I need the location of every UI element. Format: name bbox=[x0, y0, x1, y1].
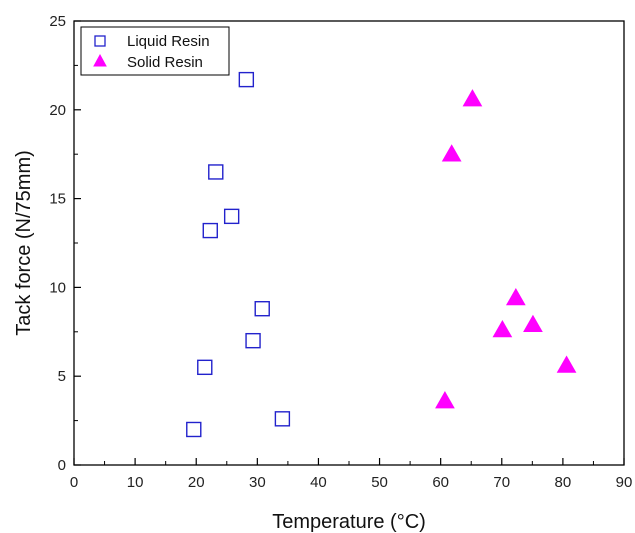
plot-frame bbox=[73, 20, 625, 466]
x-tick-label: 90 bbox=[616, 474, 633, 491]
point-liquid-resin bbox=[202, 222, 218, 239]
point-liquid-resin bbox=[223, 208, 240, 225]
y-tick-label: 0 bbox=[58, 457, 66, 474]
point-solid-resin bbox=[435, 391, 455, 409]
legend-label-liquid-resin: Liquid Resin bbox=[127, 33, 210, 50]
point-solid-resin bbox=[462, 89, 483, 107]
point-solid-resin bbox=[441, 144, 462, 162]
x-tick-label: 20 bbox=[188, 474, 205, 491]
y-tick-label: 10 bbox=[49, 279, 66, 296]
y-axis-ticks: 0 5 10 15 20 25 bbox=[49, 13, 81, 474]
y-axis-title: Tack force (N/75mm) bbox=[13, 150, 35, 336]
point-solid-resin bbox=[556, 355, 577, 373]
point-solid-resin bbox=[505, 288, 526, 306]
point-liquid-resin bbox=[208, 164, 224, 180]
x-tick-label: 80 bbox=[555, 474, 572, 491]
y-tick-label: 20 bbox=[49, 102, 66, 119]
y-tick-label: 5 bbox=[58, 368, 66, 385]
x-tick-label: 30 bbox=[249, 474, 266, 491]
point-liquid-resin bbox=[186, 421, 202, 438]
x-tick-label: 0 bbox=[70, 474, 78, 491]
point-liquid-resin bbox=[197, 359, 213, 376]
x-tick-label: 10 bbox=[127, 474, 144, 491]
x-tick-label: 70 bbox=[493, 474, 510, 491]
point-solid-resin bbox=[523, 314, 543, 332]
legend-marker-solid-resin bbox=[93, 53, 107, 67]
data-points bbox=[186, 71, 577, 438]
y-tick-label: 15 bbox=[49, 191, 66, 208]
point-liquid-resin bbox=[238, 71, 255, 88]
legend-marker-liquid-resin bbox=[94, 35, 106, 47]
x-tick-label: 50 bbox=[371, 474, 388, 491]
x-axis-ticks: 0 10 20 30 40 50 60 70 80 90 bbox=[70, 458, 633, 491]
point-liquid-resin bbox=[245, 332, 261, 349]
legend: Liquid Resin Solid Resin bbox=[80, 26, 230, 76]
point-solid-resin bbox=[492, 320, 513, 338]
legend-box bbox=[80, 26, 230, 76]
point-liquid-resin bbox=[254, 301, 270, 317]
y-tick-label: 25 bbox=[49, 13, 66, 30]
point-liquid-resin bbox=[274, 411, 291, 427]
x-tick-label: 60 bbox=[432, 474, 449, 491]
x-axis-title: Temperature (°C) bbox=[272, 511, 426, 533]
x-tick-label: 40 bbox=[310, 474, 327, 491]
legend-label-solid-resin: Solid Resin bbox=[127, 54, 203, 71]
